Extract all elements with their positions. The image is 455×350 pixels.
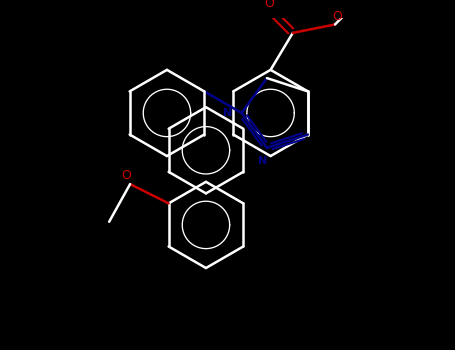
Text: N: N bbox=[258, 156, 267, 166]
Text: N: N bbox=[223, 108, 233, 118]
Text: O: O bbox=[264, 0, 274, 10]
Text: O: O bbox=[332, 10, 342, 23]
Text: O: O bbox=[121, 169, 131, 182]
